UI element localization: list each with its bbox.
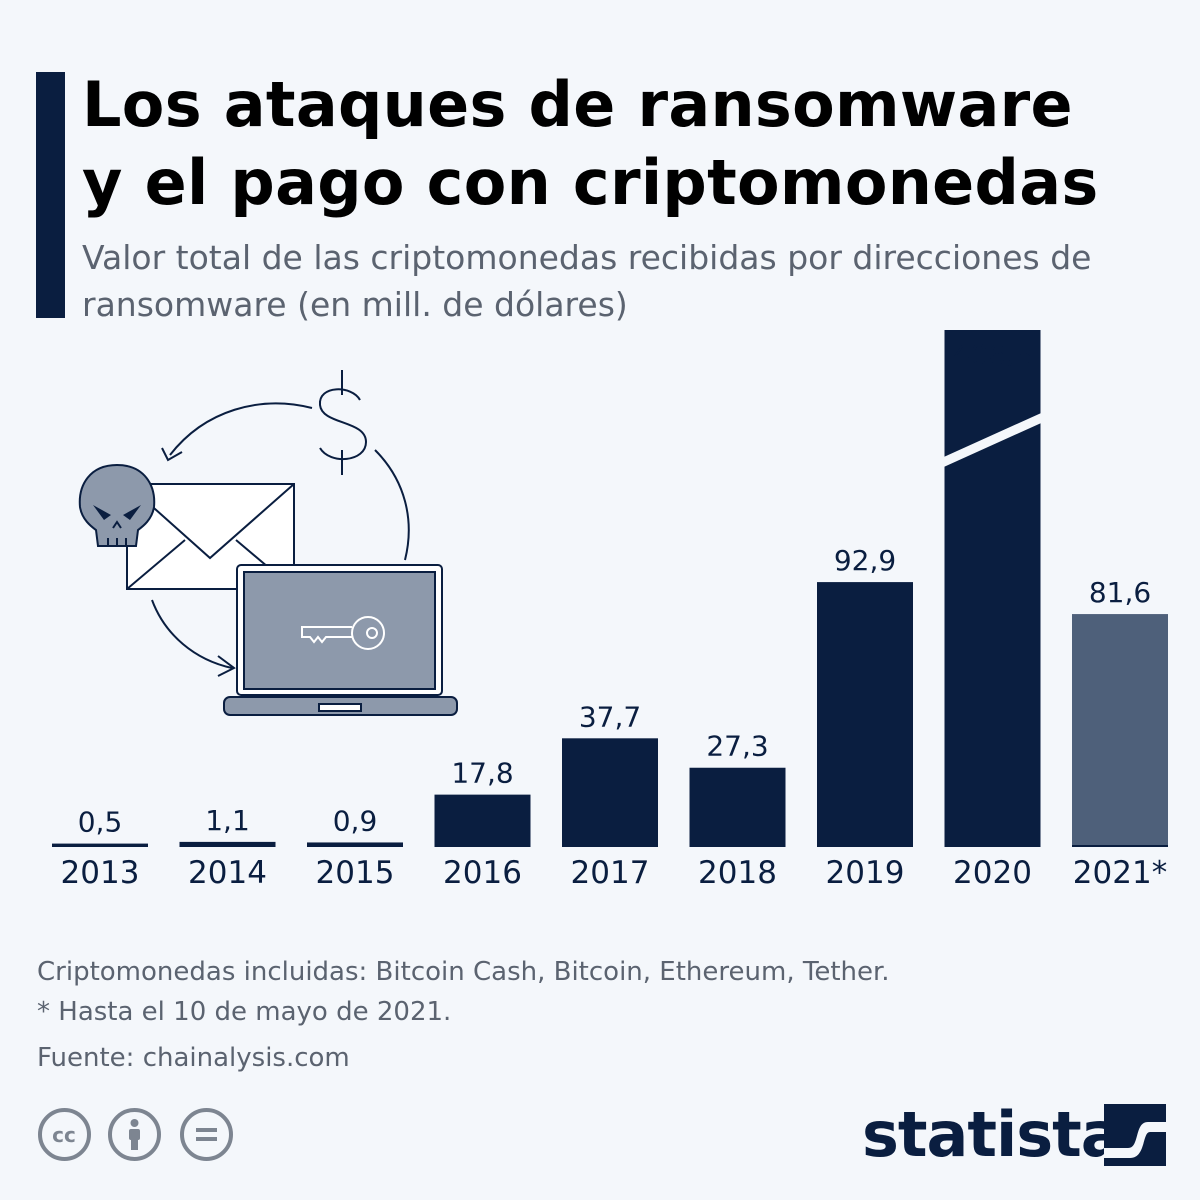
- title-line-2: y el pago con criptomonedas: [82, 146, 1099, 219]
- footnotes: Criptomonedas incluidas: Bitcoin Cash, B…: [37, 952, 890, 1078]
- cycle-arrow-bottom-icon: [151, 599, 233, 669]
- value-label-2020: 406,3: [952, 338, 1032, 371]
- bar-2019: [817, 582, 913, 845]
- page-title: Los ataques de ransomware y el pago con …: [82, 66, 1099, 222]
- value-label-2016: 17,8: [451, 757, 513, 790]
- nd-icon[interactable]: [180, 1108, 233, 1161]
- bar-2017: [562, 738, 658, 845]
- title-accent-bar: [36, 72, 65, 318]
- bar-2020: [944, 330, 1041, 845]
- value-label-2013: 0,5: [78, 806, 123, 839]
- category-label-2013: 2013: [61, 855, 140, 891]
- bar-2021: [1072, 614, 1168, 845]
- title-line-1: Los ataques de ransomware: [82, 68, 1073, 141]
- subtitle: Valor total de las criptomonedas recibid…: [82, 238, 1092, 324]
- category-label-2017: 2017: [571, 855, 650, 891]
- value-label-2021: 81,6: [1089, 576, 1151, 609]
- category-label-2018: 2018: [698, 855, 777, 891]
- key-icon: [301, 616, 385, 650]
- category-label-2021: 2021*: [1073, 855, 1167, 891]
- category-label-2016: 2016: [443, 855, 522, 891]
- bar-2013: [52, 843, 148, 846]
- cycle-arrow-right-icon: [374, 449, 410, 561]
- bar-2014: [179, 841, 276, 845]
- laptop-icon: [223, 564, 458, 716]
- note-currencies: Criptomonedas incluidas: Bitcoin Cash, B…: [37, 957, 890, 987]
- bars-group: 0,5 2013 1,1 2014 0,9 2015 17,8 2016 37,7 2017 27,…: [52, 330, 1168, 891]
- value-label-2019: 92,9: [834, 544, 896, 577]
- skull-icon: [78, 463, 156, 547]
- value-label-2017: 37,7: [579, 700, 641, 733]
- cycle-arrow-top-icon: [169, 402, 313, 456]
- ransomware-illustration: [78, 370, 458, 716]
- value-label-2018: 27,3: [706, 730, 768, 763]
- value-label-2015: 0,9: [333, 804, 378, 837]
- note-date: * Hasta el 10 de mayo de 2021.: [37, 997, 452, 1027]
- statista-logo[interactable]: statista: [862, 1098, 1123, 1171]
- value-label-2014: 1,1: [205, 804, 250, 837]
- source-link[interactable]: Fuente: chainalysis.com: [37, 1043, 350, 1073]
- dollar-icon: [318, 370, 368, 475]
- by-icon[interactable]: [108, 1108, 161, 1161]
- bar-2018: [689, 767, 786, 845]
- svg-text:cc: cc: [52, 1123, 76, 1147]
- category-label-2015: 2015: [316, 855, 395, 891]
- bar-2015: [307, 842, 403, 845]
- category-label-2014: 2014: [188, 855, 267, 891]
- category-label-2019: 2019: [826, 855, 905, 891]
- axis-break-mark: [930, 407, 1055, 473]
- statista-logo-icon: [1104, 1104, 1166, 1166]
- bar-2016: [434, 794, 531, 845]
- category-label-2020: 2020: [953, 855, 1032, 891]
- cc-icon[interactable]: cc: [38, 1108, 91, 1161]
